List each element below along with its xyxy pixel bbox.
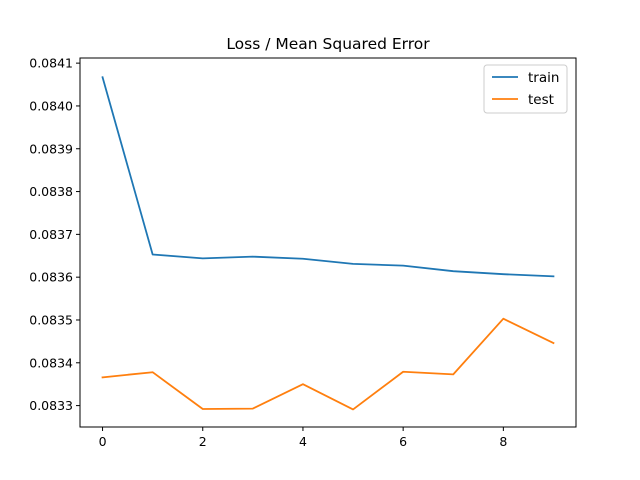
series-line-test: [101, 317, 555, 411]
x-tick-label: 0: [99, 434, 107, 449]
x-axis: 0 2 4 6 8: [99, 427, 507, 449]
legend-label-test: test: [528, 92, 554, 108]
x-tick-label: 6: [399, 434, 407, 449]
x-tick-label: 4: [299, 434, 307, 449]
y-tick-label: 0.0840: [29, 98, 73, 113]
legend-label-train: train: [528, 70, 559, 86]
chart-title: Loss / Mean Squared Error: [226, 35, 430, 53]
y-tick-label: 0.0838: [29, 184, 73, 199]
y-tick-label: 0.0836: [29, 270, 73, 285]
y-tick-label: 0.0835: [29, 312, 73, 327]
y-tick-label: 0.0837: [29, 227, 73, 242]
y-tick-label: 0.0841: [29, 56, 73, 71]
y-tick-label: 0.0834: [29, 355, 73, 370]
legend: train test: [483, 64, 568, 114]
x-tick-label: 8: [499, 434, 507, 449]
series-line-train: [101, 76, 555, 278]
plot-area-frame: [79, 57, 577, 428]
x-tick-label: 2: [199, 434, 207, 449]
y-tick-label: 0.0833: [29, 398, 73, 413]
series-layer: [101, 76, 555, 411]
y-axis: 0.0833 0.0834 0.0835 0.0836 0.0837 0.0838 0.08…: [29, 56, 80, 413]
y-tick-label: 0.0839: [29, 141, 73, 156]
